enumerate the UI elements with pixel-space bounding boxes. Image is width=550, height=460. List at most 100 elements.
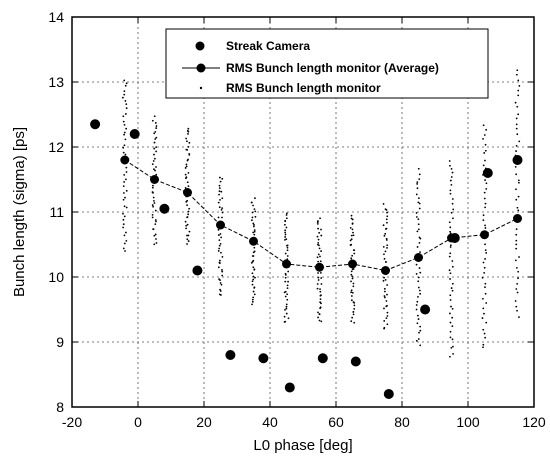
rms-monitor-point — [484, 249, 487, 252]
rms-monitor-point — [155, 146, 157, 149]
rms-monitor-point — [317, 260, 320, 263]
rms-monitor-point — [517, 79, 520, 82]
rms-monitor-point — [123, 133, 125, 136]
rms-monitor-point — [153, 132, 156, 135]
rms-monitor-point — [451, 289, 454, 292]
rms-monitor-point — [251, 216, 254, 219]
rms-monitor-point — [217, 234, 220, 236]
rms-monitor-point — [318, 231, 321, 234]
rms-monitor-point — [186, 216, 188, 219]
rms-monitor-point — [383, 257, 386, 260]
rms-monitor-point — [252, 275, 255, 278]
rms-monitor-point — [217, 228, 220, 231]
average-point — [513, 214, 522, 223]
rms-monitor-point — [385, 300, 388, 302]
rms-monitor-point — [217, 216, 220, 219]
rms-monitor-point — [286, 246, 289, 249]
rms-monitor-point — [318, 319, 321, 322]
rms-monitor-point — [186, 140, 188, 143]
rms-monitor-point — [416, 187, 419, 190]
legend-marker-streak — [195, 41, 205, 51]
streak-camera-point — [129, 129, 140, 139]
rms-monitor-point — [285, 217, 288, 220]
rms-monitor-point — [449, 336, 452, 339]
rms-monitor-point — [418, 289, 421, 292]
rms-monitor-point — [451, 316, 454, 319]
rms-monitor-point — [450, 183, 453, 186]
rms-monitor-point — [350, 291, 353, 294]
rms-monitor-point — [384, 208, 387, 211]
rms-monitor-point — [485, 302, 488, 304]
y-tick-label: 14 — [48, 9, 64, 25]
rms-monitor-point — [449, 164, 451, 167]
rms-monitor-point — [123, 174, 126, 176]
rms-monitor-point — [254, 197, 256, 200]
x-tick-label: 100 — [456, 414, 480, 430]
rms-monitor-point — [218, 293, 221, 296]
rms-monitor-point — [253, 208, 256, 210]
rms-monitor-point — [416, 183, 419, 185]
data-points — [90, 69, 523, 399]
legend-label: RMS Bunch length monitor — [226, 81, 381, 95]
rms-monitor-point — [417, 318, 420, 320]
rms-monitor-point — [125, 82, 128, 85]
rms-monitor-point — [154, 130, 157, 133]
rms-monitor-point — [123, 181, 126, 183]
rms-monitor-point — [449, 244, 452, 247]
rms-monitor-point — [515, 243, 518, 246]
rms-monitor-point — [415, 263, 418, 266]
rms-monitor-point — [517, 89, 520, 92]
rms-monitor-point — [153, 234, 156, 237]
rms-monitor-point — [221, 177, 224, 180]
rms-monitor-point — [186, 204, 188, 207]
rms-monitor-point — [483, 152, 486, 154]
rms-monitor-point — [386, 323, 389, 326]
rms-monitor-point — [385, 261, 387, 263]
rms-monitor-point — [253, 229, 256, 232]
rms-monitor-point — [352, 301, 355, 303]
rms-monitor-point — [482, 261, 485, 264]
rms-monitor-point — [517, 179, 520, 182]
rms-monitor-point — [123, 215, 126, 218]
rms-monitor-point — [253, 286, 256, 289]
rms-monitor-point — [153, 115, 156, 118]
rms-monitor-point — [251, 211, 254, 214]
rms-monitor-point — [254, 215, 257, 218]
rms-monitor-point — [382, 279, 385, 282]
rms-monitor-point — [317, 241, 320, 244]
rms-monitor-point — [316, 283, 319, 285]
rms-monitor-point — [253, 230, 256, 233]
rms-monitor-point — [154, 169, 156, 172]
rms-monitor-point — [317, 220, 319, 222]
rms-monitor-point — [218, 206, 221, 209]
rms-monitor-point — [318, 247, 321, 250]
rms-monitor-point — [284, 229, 287, 232]
rms-monitor-point — [386, 211, 388, 214]
rms-monitor-point — [320, 294, 322, 297]
rms-monitor-point — [252, 290, 255, 293]
rms-monitor-point — [152, 196, 155, 199]
rms-monitor-point — [221, 256, 224, 258]
legend-marker-average — [196, 63, 206, 73]
rms-monitor-point — [154, 219, 157, 221]
x-tick-label: 40 — [262, 414, 278, 430]
legend: Streak Camera RMS Bunch length monitor (A… — [165, 28, 489, 99]
rms-monitor-point — [219, 282, 222, 284]
rms-monitor-point — [123, 144, 126, 147]
rms-monitor-point — [286, 284, 289, 287]
average-point — [381, 266, 390, 275]
rms-monitor-point — [353, 304, 356, 307]
rms-monitor-point — [351, 275, 354, 278]
rms-monitor-point — [317, 227, 319, 230]
rms-monitor-point — [317, 253, 320, 256]
rms-monitor-point — [417, 338, 420, 340]
rms-monitor-point — [418, 207, 421, 210]
rms-monitor-point — [514, 300, 517, 302]
rms-monitor-point — [187, 172, 190, 174]
rms-monitor-point — [125, 189, 128, 192]
rms-monitor-point — [319, 298, 322, 301]
rms-monitor-point — [319, 255, 321, 258]
rms-monitor-point — [286, 287, 289, 290]
rms-monitor-point — [518, 181, 520, 184]
